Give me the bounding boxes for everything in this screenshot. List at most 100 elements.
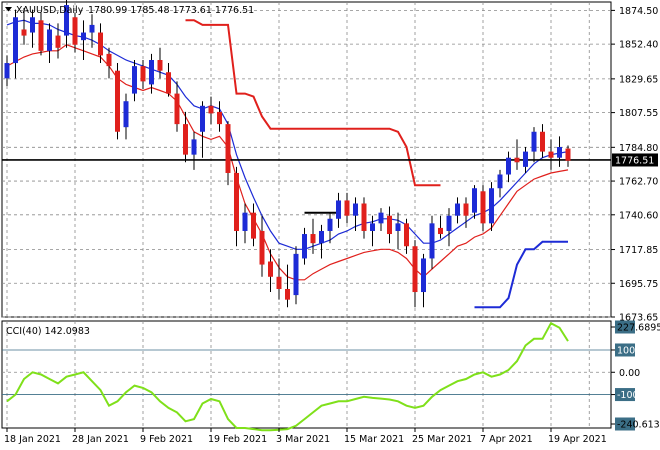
date-tick-label: 19 Apr 2021 [548, 434, 607, 445]
candle-body [446, 215, 452, 231]
candle [395, 212, 401, 250]
candle-body [557, 147, 562, 158]
blue-channel-line [474, 240, 568, 309]
candle-body [302, 234, 307, 259]
candle [327, 212, 333, 244]
price-series [2, 0, 611, 309]
candle [361, 197, 367, 239]
cci-panel-frame [1, 320, 612, 429]
candle-body [378, 212, 384, 224]
date-tick-label: 15 Mar 2021 [344, 434, 404, 445]
red-channel-line [185, 19, 441, 187]
chart-header: XAUUSD,Daily 1780.99 1785.48 1773.61 177… [5, 5, 254, 16]
candle-body [208, 105, 214, 114]
candle [38, 12, 44, 56]
cci-tick-label: -100 [617, 390, 639, 401]
candle-body [514, 157, 520, 163]
date-tick-label: 9 Feb 2021 [140, 434, 193, 445]
candle [310, 218, 316, 254]
candle-body [183, 124, 188, 155]
last-price-label: 1776.51 [615, 155, 654, 166]
candle-body [480, 191, 486, 224]
price-tick-label: 1695.75 [619, 279, 658, 290]
candle-body [259, 230, 265, 265]
candle-body [234, 172, 239, 231]
candle [378, 208, 384, 231]
candle [565, 145, 571, 167]
last-price-box [612, 153, 658, 167]
candle [540, 124, 545, 158]
candle-body [276, 276, 282, 289]
candle [30, 9, 35, 48]
cci-panel: 227.6895 100 0.00 -100 -240.6138 CCI(40) 142… [1, 320, 660, 432]
candle [446, 208, 452, 247]
candle [89, 14, 95, 48]
candle [191, 131, 197, 170]
candle [276, 258, 282, 300]
candle-body [361, 203, 367, 231]
candle-body [285, 288, 290, 300]
candle-body [310, 234, 316, 244]
cci-axis: 227.6895 100 0.00 -100 -240.6138 [611, 320, 660, 431]
candle-body [225, 124, 231, 173]
candle-body [72, 17, 78, 45]
candle-body [132, 66, 137, 94]
ohlc-readout: 1780.99 1785.48 1773.61 1776.51 [88, 5, 254, 16]
cci-series [6, 321, 569, 432]
date-axis: 18 Jan 2021 28 Jan 2021 9 Feb 2021 19 Feb 2… [4, 428, 607, 445]
price-tick-label: 1740.60 [619, 210, 658, 221]
candle [21, 8, 27, 45]
candle [200, 101, 205, 158]
candle [412, 240, 418, 308]
candle-body [523, 151, 528, 167]
candle-body [412, 246, 418, 293]
candle-body [123, 101, 129, 128]
candle [421, 253, 426, 308]
candle-body [89, 24, 95, 33]
chart-title: XAUUSD,Daily [16, 5, 84, 16]
candle [132, 60, 137, 102]
candle [98, 23, 103, 64]
candle-body [404, 223, 409, 247]
candle-body [497, 174, 503, 189]
candle-body [55, 35, 61, 48]
candle [455, 197, 460, 224]
candle [208, 96, 214, 125]
cci-tick-label: 227.6895 [617, 323, 660, 334]
date-tick-label: 25 Mar 2021 [412, 434, 472, 445]
candle-body [140, 66, 146, 82]
dropdown-triangle-icon[interactable] [5, 7, 12, 12]
candle [157, 47, 163, 79]
candle-body [157, 60, 163, 71]
candle-body [455, 203, 460, 216]
candle-body [115, 70, 120, 132]
candle [81, 20, 86, 61]
date-tick-label: 19 Feb 2021 [208, 434, 267, 445]
candle [506, 151, 511, 183]
candle-body [64, 5, 69, 36]
candle [115, 63, 120, 140]
price-tick-label: 1673.65 [619, 313, 658, 324]
candle-body [319, 230, 324, 244]
cci-tick-label: 100 [617, 345, 635, 356]
cci-line [6, 321, 569, 432]
candle [557, 136, 562, 167]
candle [480, 185, 486, 231]
candle [497, 169, 503, 198]
candle-body [191, 139, 197, 155]
candle [514, 139, 520, 170]
candle-body [429, 223, 435, 259]
cci-label-box [615, 417, 635, 431]
candle-body [166, 72, 171, 94]
candle-body [293, 253, 299, 296]
candle [336, 192, 341, 228]
price-tick-label: 1717.85 [619, 245, 658, 256]
candle [472, 185, 477, 219]
candle [13, 9, 18, 79]
candle [225, 121, 231, 186]
candle [302, 227, 307, 265]
candle-body [81, 32, 86, 41]
candle-body [200, 105, 205, 132]
candle [523, 147, 528, 173]
